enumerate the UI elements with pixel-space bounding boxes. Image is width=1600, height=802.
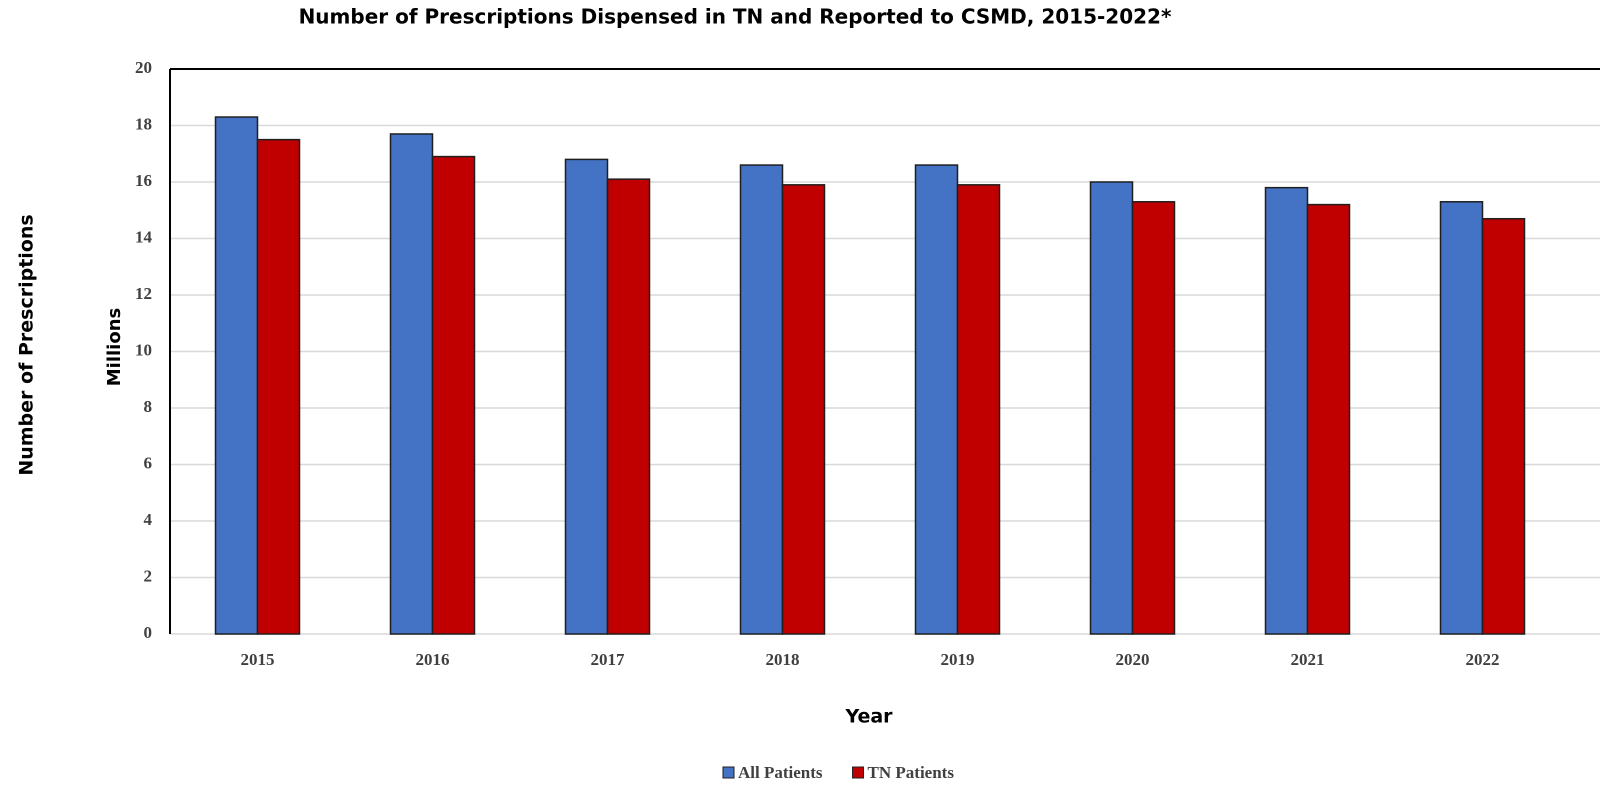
bar <box>1481 217 1526 635</box>
x-tick-label: 2020 <box>1116 650 1150 669</box>
x-tick-label: 2019 <box>941 650 975 669</box>
legend-swatch <box>852 766 865 779</box>
legend-swatch <box>722 766 735 779</box>
bar <box>739 164 784 635</box>
x-tick-label: 2017 <box>591 650 626 669</box>
y-unit-label: Millions <box>104 308 125 387</box>
bar <box>1264 186 1309 635</box>
bar <box>956 184 1001 635</box>
x-axis-title: Year <box>844 706 893 728</box>
bar <box>914 164 959 635</box>
x-tick-label: 2022 <box>1466 650 1500 669</box>
y-tick-label: 0 <box>144 623 153 642</box>
y-tick-label: 2 <box>144 566 153 585</box>
y-tick-label: 20 <box>135 58 152 77</box>
y-tick-label: 12 <box>135 284 152 303</box>
y-tick-label: 8 <box>144 397 153 416</box>
chart-title: Number of Prescriptions Dispensed in TN … <box>299 5 1172 29</box>
y-tick-label: 18 <box>135 114 152 133</box>
x-tick-label: 2018 <box>766 650 800 669</box>
bar <box>1439 201 1484 635</box>
bar <box>389 133 434 635</box>
x-tick-label: 2021 <box>1291 650 1325 669</box>
y-tick-label: 16 <box>135 171 152 190</box>
legend-label: TN Patients <box>868 763 955 782</box>
bar <box>564 158 609 635</box>
y-axis-title: Number of Prescriptions <box>16 214 38 475</box>
bar <box>431 155 476 635</box>
y-tick-label: 14 <box>135 227 153 246</box>
legend-label: All Patients <box>738 763 823 782</box>
bar <box>1131 201 1176 635</box>
bar <box>214 116 259 635</box>
x-tick-label: 2016 <box>416 650 450 669</box>
bar <box>606 178 651 635</box>
x-tick-label: 2015 <box>241 650 275 669</box>
bar <box>256 138 301 635</box>
y-tick-label: 6 <box>144 453 153 472</box>
bar <box>1306 203 1351 635</box>
bar <box>1089 181 1134 635</box>
y-tick-label: 10 <box>135 340 152 359</box>
y-tick-label: 4 <box>144 510 153 529</box>
bar <box>781 184 826 635</box>
